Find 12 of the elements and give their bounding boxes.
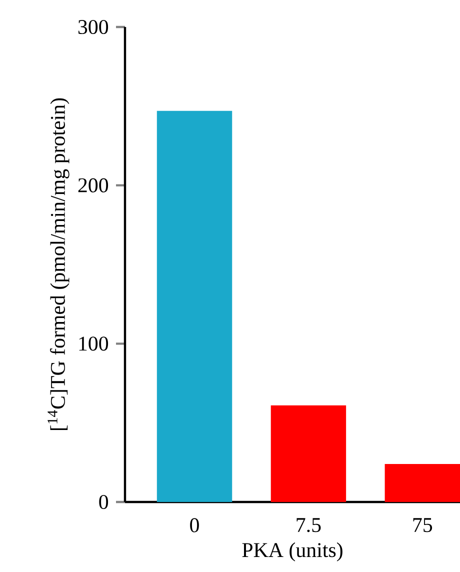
x-tick-label: 0	[190, 518, 199, 532]
x-tick-label: 75	[413, 518, 432, 532]
y-tick-label: 0	[99, 494, 108, 510]
x-tick-label: 7.5	[296, 518, 321, 532]
y-tick-label: 100	[79, 336, 108, 351]
y-axis-title: [$^{14}$C]TG formed (pmol/min/mg protein)	[48, 98, 70, 430]
bar	[156, 110, 232, 502]
y-tick-label: 300	[78, 20, 108, 34]
bar	[270, 405, 346, 502]
bar	[384, 464, 460, 502]
y-tick-label: 200	[78, 178, 108, 192]
x-axis-title: PKA (units)	[242, 542, 342, 562]
